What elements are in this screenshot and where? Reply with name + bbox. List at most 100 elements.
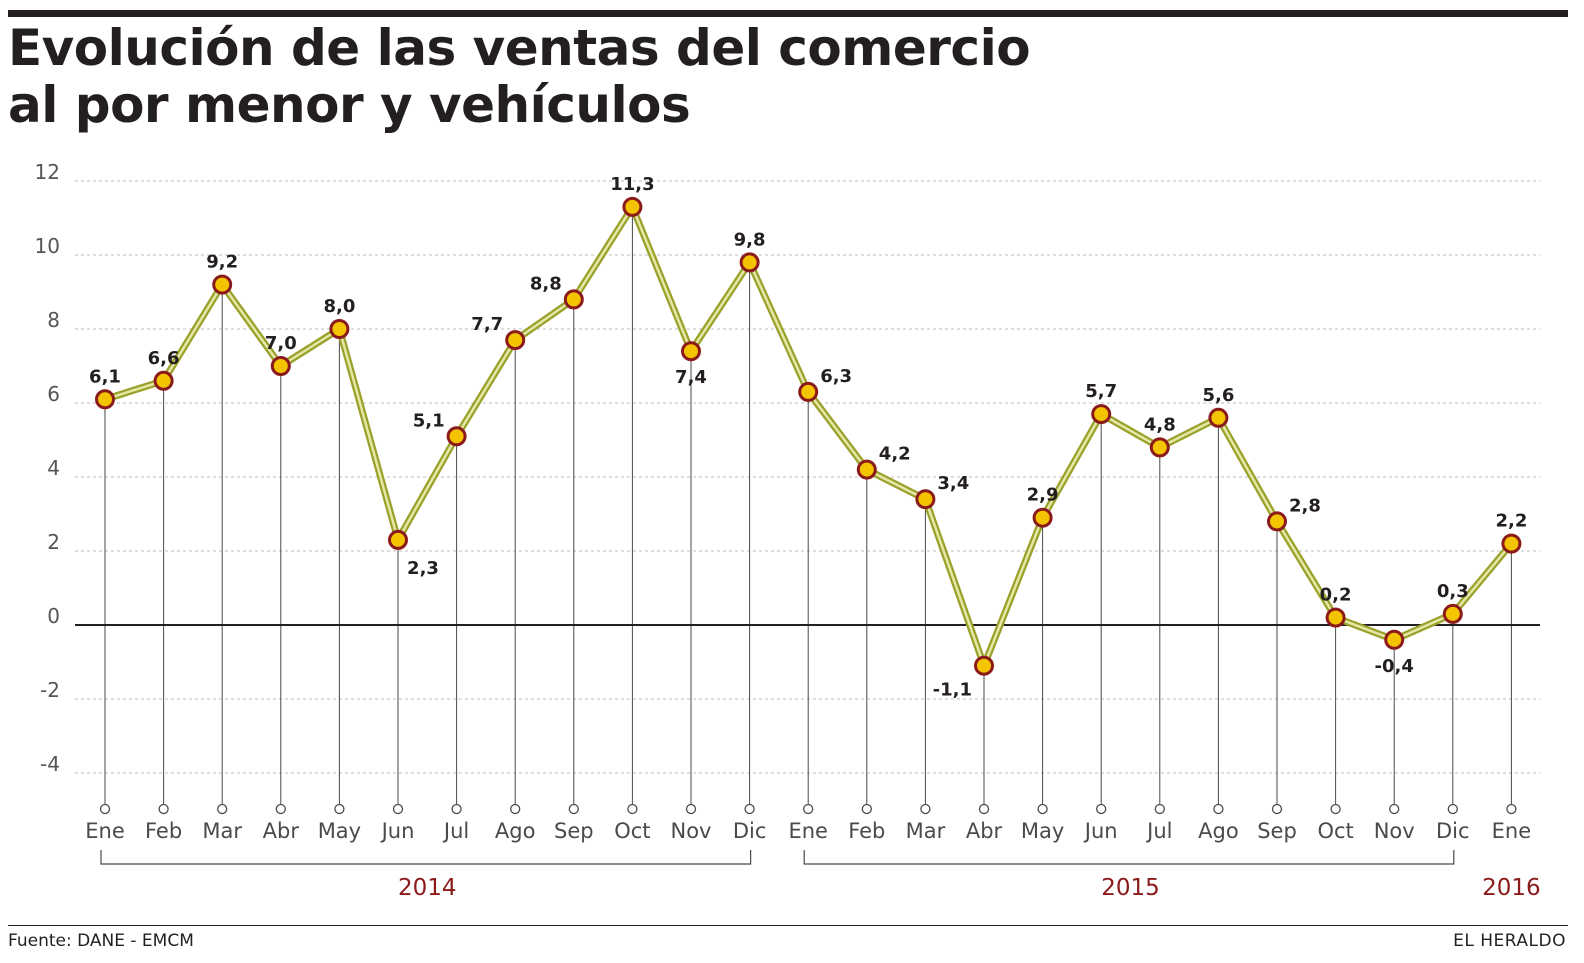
data-point	[1091, 404, 1112, 425]
data-label: 6,1	[89, 366, 121, 387]
chart-title: Evolución de las ventas del comercio al …	[8, 20, 1208, 134]
x-tick-label: Sep	[1257, 819, 1297, 843]
y-tick-label: 4	[47, 456, 60, 480]
x-tick-mark	[920, 803, 931, 815]
axis-layer: 12 10 8 6 4 2 0 -2 -4	[35, 160, 1540, 776]
x-tick-label: Jul	[442, 819, 469, 843]
x-tick-label: Abr	[966, 819, 1003, 843]
data-point	[153, 370, 174, 391]
source-note: Fuente: DANE - EMCM	[8, 931, 194, 951]
x-tick-mark	[158, 803, 169, 815]
label-layer: 6,1 6,6 9,2 7,0 8,0 2,3 5,1 7,7 8,8 11,3 7,4 9,8 6,3…	[89, 174, 1527, 701]
x-tick-mark	[451, 803, 462, 815]
data-point	[798, 381, 819, 402]
x-tick-label: May	[318, 819, 361, 843]
x-tick-mark	[275, 803, 286, 815]
y-tick-label: 8	[47, 308, 60, 332]
x-tick-mark	[99, 803, 111, 815]
data-point	[915, 489, 936, 510]
x-tick-label: Abr	[263, 819, 300, 843]
x-tick-mark	[1447, 803, 1458, 815]
x-tick-label: Dic	[1436, 819, 1470, 843]
x-tick-label: Jul	[1145, 819, 1172, 843]
data-point	[329, 319, 350, 339]
data-label: 2,8	[1289, 495, 1321, 516]
data-label: 0,2	[1320, 585, 1352, 606]
data-label: 3,4	[937, 473, 969, 494]
x-tick-mark	[978, 803, 990, 815]
top-rule	[8, 10, 1568, 17]
grid-layer	[75, 180, 1540, 774]
data-point	[856, 459, 877, 480]
data-label: 9,2	[206, 252, 238, 273]
data-point	[622, 196, 643, 217]
year-bracket	[803, 850, 1455, 865]
chart-title-line-1: Evolución de las ventas del comercio	[8, 19, 1031, 77]
x-tick-mark	[744, 803, 755, 815]
data-point	[505, 330, 526, 351]
data-label: -1,1	[933, 680, 972, 701]
x-tick-label: Oct	[1317, 819, 1353, 843]
data-point	[739, 252, 760, 273]
x-tick-label: Ene	[1492, 819, 1532, 843]
data-point	[1501, 533, 1522, 554]
bottom-rule	[8, 925, 1568, 926]
data-label: 5,6	[1202, 385, 1234, 406]
year-group-layer: 2014 2015 2016	[100, 850, 1541, 901]
data-label: 6,3	[820, 366, 852, 387]
x-tick-label: Ago	[1198, 819, 1239, 843]
x-tick-label: Feb	[145, 819, 182, 843]
data-label: 9,8	[734, 229, 766, 250]
data-label: 8,0	[323, 296, 355, 317]
x-tick-label: Dic	[733, 819, 767, 843]
x-tick-mark	[803, 803, 814, 815]
data-point	[563, 289, 584, 310]
year-label: 2014	[398, 875, 457, 901]
x-tick-label: Ene	[788, 819, 828, 843]
data-point	[212, 274, 233, 295]
drop-line-layer	[104, 206, 1512, 804]
data-label: 8,8	[530, 273, 562, 294]
x-tick-label: Ago	[495, 819, 536, 843]
y-tick-label: -4	[40, 752, 60, 776]
data-point	[388, 529, 408, 550]
x-tick-mark	[861, 803, 872, 815]
x-tick-mark	[1271, 803, 1283, 815]
year-label: 2015	[1101, 875, 1160, 901]
data-label: 4,8	[1144, 414, 1176, 435]
data-label: 0,3	[1437, 581, 1469, 602]
data-label: -0,4	[1375, 656, 1414, 677]
y-tick-label: -2	[40, 678, 60, 702]
data-label: 5,7	[1085, 381, 1117, 402]
x-tick-mark	[334, 803, 345, 815]
data-label: 2,2	[1495, 511, 1527, 532]
x-tick-label: Jun	[1083, 819, 1118, 843]
data-point	[1032, 507, 1053, 528]
x-tick-label: Mar	[202, 819, 242, 843]
x-tick-label: Mar	[906, 819, 946, 843]
x-tick-mark	[685, 803, 697, 815]
x-tick-label: May	[1021, 819, 1064, 843]
brand-label: EL HERALDO	[1453, 931, 1566, 951]
chart-title-line-2: al por menor y vehículos	[8, 76, 691, 134]
x-tick-mark	[510, 803, 521, 815]
x-tick-label: Ene	[85, 819, 125, 843]
y-tick-label: 12	[35, 160, 60, 184]
x-axis-layer: Ene Feb Mar Abr May Jun Jul Ago Sep Oct Nov Dic Ene F…	[85, 803, 1532, 843]
x-tick-label: Jun	[380, 819, 415, 843]
x-tick-mark	[392, 803, 404, 815]
data-point	[681, 341, 701, 362]
y-tick-label: 10	[35, 234, 60, 258]
y-tick-label: 6	[47, 382, 60, 406]
data-label: 7,0	[265, 333, 297, 354]
data-point	[1442, 603, 1463, 624]
x-tick-label: Sep	[554, 819, 594, 843]
x-tick-label: Feb	[848, 819, 885, 843]
data-point	[1384, 629, 1405, 650]
data-point	[95, 389, 115, 410]
data-point	[1267, 511, 1287, 532]
data-point	[1208, 407, 1229, 428]
x-tick-label: Nov	[671, 819, 712, 843]
x-tick-mark	[1330, 803, 1341, 815]
